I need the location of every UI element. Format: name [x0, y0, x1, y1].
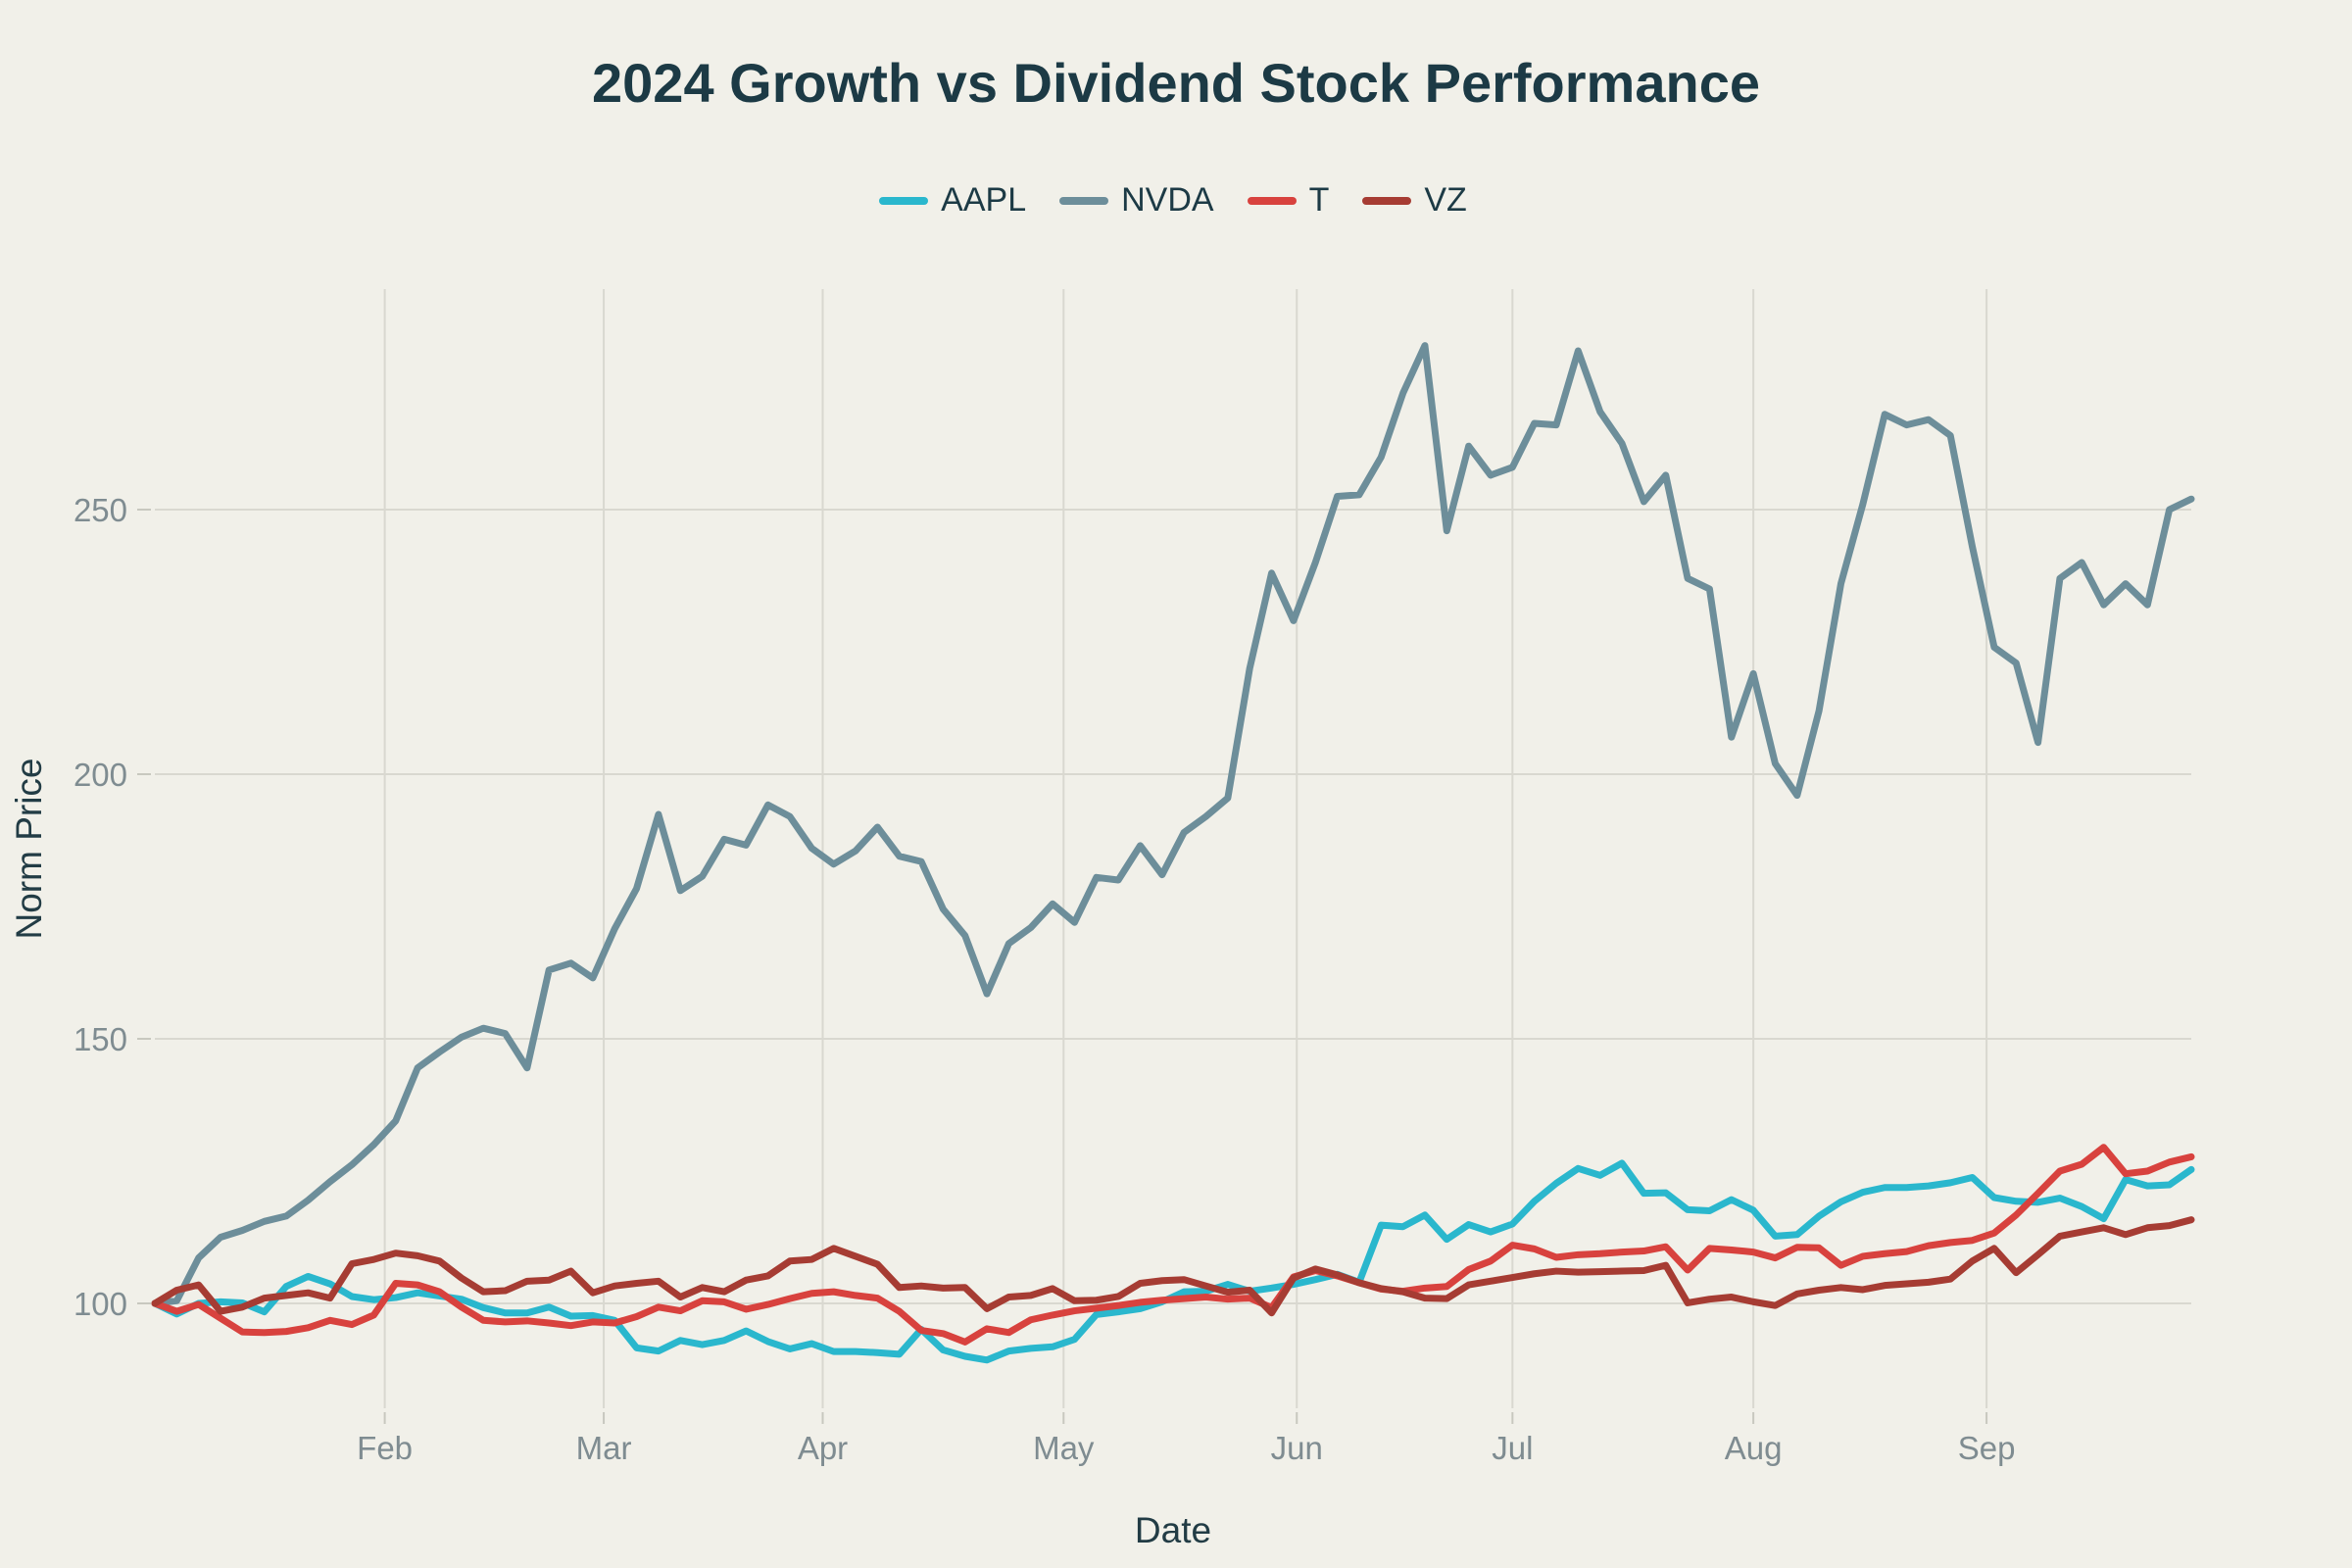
x-tick-label-may: May	[1033, 1430, 1095, 1466]
legend-item-aapl[interactable]: AAPL	[879, 181, 1026, 220]
legend-swatch-t	[1247, 196, 1297, 205]
legend-label: VZ	[1424, 181, 1467, 219]
legend-swatch-vz	[1362, 196, 1412, 205]
series-line-vz[interactable]	[151, 1216, 2195, 1317]
series-line-aapl[interactable]	[151, 1159, 2195, 1364]
x-tick-label-sep: Sep	[1958, 1430, 2016, 1466]
y-tick-label-150: 150	[74, 1021, 127, 1057]
y-tick-label-100: 100	[74, 1286, 127, 1322]
legend-item-vz[interactable]: VZ	[1362, 181, 1467, 220]
x-tick-label-aug: Aug	[1725, 1430, 1783, 1466]
x-tick-label-apr: Apr	[798, 1430, 848, 1466]
y-axis-title: Norm Price	[9, 758, 49, 939]
x-tick-label-jul: Jul	[1492, 1430, 1533, 1466]
series-line-nvda[interactable]	[151, 342, 2195, 1307]
legend-swatch-nvda	[1059, 196, 1109, 205]
legend-item-nvda[interactable]: NVDA	[1059, 181, 1214, 220]
series-line-t[interactable]	[151, 1144, 2195, 1346]
legend-label: T	[1308, 181, 1330, 219]
chart-legend: AAPL NVDA T VZ	[0, 181, 2346, 220]
x-tick-label-feb: Feb	[357, 1430, 413, 1466]
legend-label: AAPL	[941, 181, 1027, 219]
x-axis-title: Date	[1135, 1510, 1211, 1550]
x-tick-label-mar: Mar	[576, 1430, 632, 1466]
legend-label: NVDA	[1121, 181, 1214, 219]
chart-title: 2024 Growth vs Dividend Stock Performanc…	[592, 52, 1760, 114]
y-tick-label-250: 250	[74, 492, 127, 528]
legend-swatch-aapl	[879, 196, 929, 205]
y-tick-label-200: 200	[74, 757, 127, 793]
legend-item-t[interactable]: T	[1247, 181, 1330, 220]
x-tick-label-jun: Jun	[1271, 1430, 1323, 1466]
